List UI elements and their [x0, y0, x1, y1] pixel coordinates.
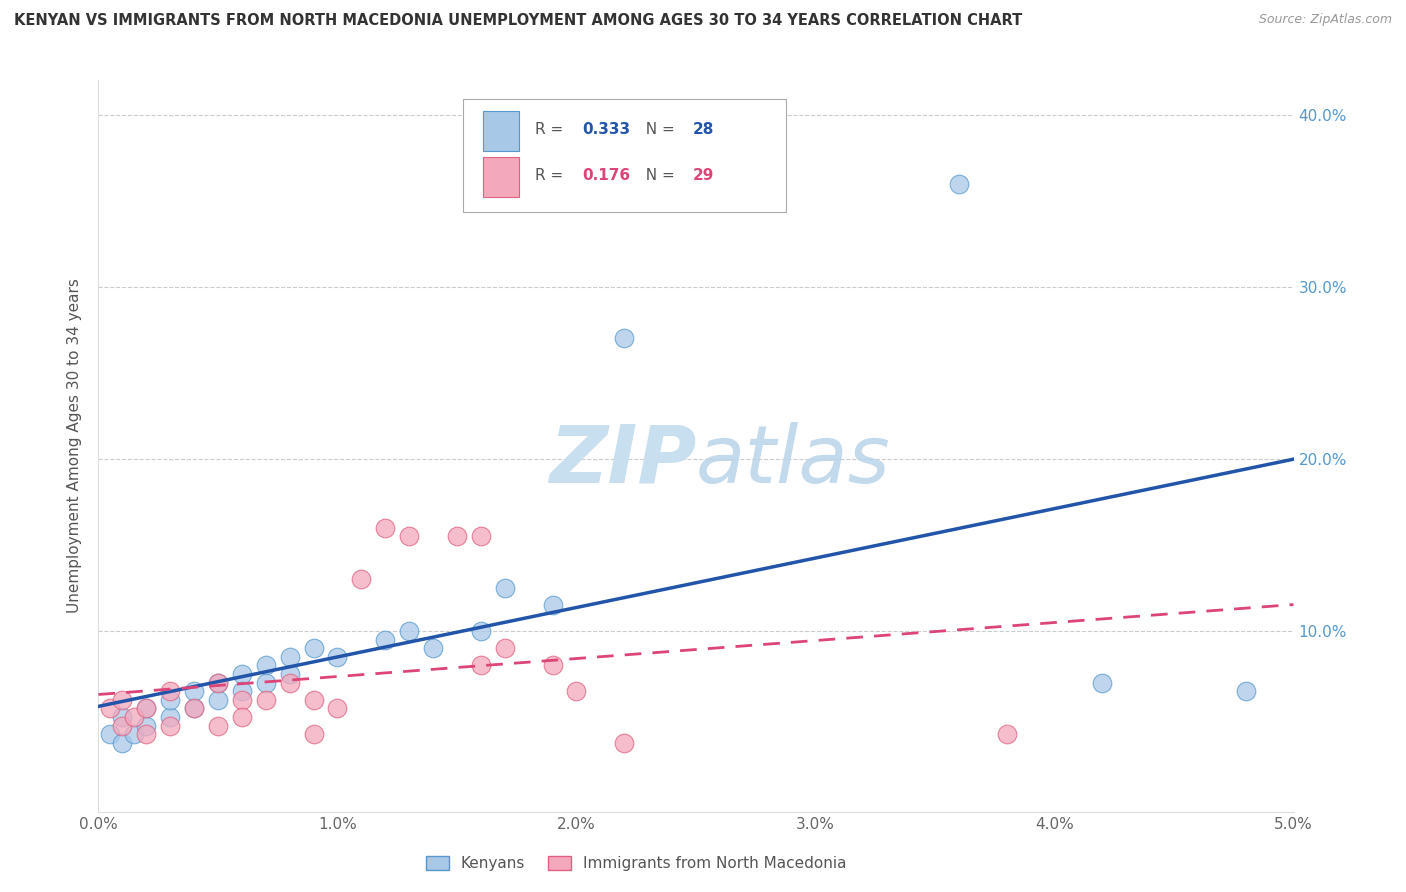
Y-axis label: Unemployment Among Ages 30 to 34 years: Unemployment Among Ages 30 to 34 years — [67, 278, 83, 614]
Point — [326, 701, 349, 715]
Point — [278, 675, 301, 690]
Point — [398, 529, 420, 543]
Point — [494, 641, 516, 656]
Point — [159, 693, 181, 707]
Legend: Kenyans, Immigrants from North Macedonia: Kenyans, Immigrants from North Macedonia — [419, 850, 853, 877]
Point — [254, 658, 277, 673]
FancyBboxPatch shape — [484, 111, 519, 152]
Point — [278, 667, 301, 681]
Text: KENYAN VS IMMIGRANTS FROM NORTH MACEDONIA UNEMPLOYMENT AMONG AGES 30 TO 34 YEARS: KENYAN VS IMMIGRANTS FROM NORTH MACEDONI… — [14, 13, 1022, 29]
Point — [159, 684, 181, 698]
Point — [613, 331, 636, 345]
Point — [350, 573, 373, 587]
Point — [231, 684, 253, 698]
Point — [302, 727, 325, 741]
Point — [470, 529, 492, 543]
Point — [135, 701, 157, 715]
Point — [183, 701, 205, 715]
Text: N =: N = — [637, 122, 681, 136]
Point — [135, 727, 157, 741]
Point — [183, 701, 205, 715]
Point — [207, 719, 229, 733]
Point — [374, 521, 396, 535]
Point — [541, 658, 564, 673]
Point — [254, 693, 277, 707]
Point — [159, 719, 181, 733]
Point — [278, 649, 301, 664]
Text: atlas: atlas — [696, 422, 891, 500]
Point — [135, 719, 157, 733]
Point — [254, 675, 277, 690]
Point — [374, 632, 396, 647]
Point — [565, 684, 588, 698]
Point — [302, 693, 325, 707]
Point — [470, 624, 492, 638]
Point — [231, 710, 253, 724]
Point — [207, 693, 229, 707]
Point — [541, 598, 564, 612]
Text: 29: 29 — [692, 168, 714, 183]
Point — [111, 693, 134, 707]
Text: R =: R = — [534, 168, 568, 183]
Point — [494, 581, 516, 595]
Point — [207, 675, 229, 690]
Text: N =: N = — [637, 168, 681, 183]
FancyBboxPatch shape — [484, 157, 519, 197]
Point — [124, 727, 146, 741]
Point — [326, 649, 349, 664]
Point — [302, 641, 325, 656]
Point — [470, 658, 492, 673]
Point — [422, 641, 444, 656]
Text: 0.176: 0.176 — [582, 168, 630, 183]
Point — [231, 693, 253, 707]
Point — [183, 684, 205, 698]
Point — [111, 736, 134, 750]
Point — [446, 529, 468, 543]
FancyBboxPatch shape — [463, 99, 786, 212]
Point — [100, 701, 122, 715]
Point — [111, 719, 134, 733]
Text: R =: R = — [534, 122, 568, 136]
Text: 0.333: 0.333 — [582, 122, 630, 136]
Text: 28: 28 — [692, 122, 714, 136]
Point — [948, 177, 970, 191]
Point — [1234, 684, 1257, 698]
Point — [100, 727, 122, 741]
Point — [613, 736, 636, 750]
Text: Source: ZipAtlas.com: Source: ZipAtlas.com — [1258, 13, 1392, 27]
Point — [159, 710, 181, 724]
Point — [124, 710, 146, 724]
Point — [231, 667, 253, 681]
Point — [398, 624, 420, 638]
Point — [1091, 675, 1114, 690]
Point — [111, 710, 134, 724]
Point — [135, 701, 157, 715]
Point — [207, 675, 229, 690]
Point — [995, 727, 1018, 741]
Text: ZIP: ZIP — [548, 422, 696, 500]
